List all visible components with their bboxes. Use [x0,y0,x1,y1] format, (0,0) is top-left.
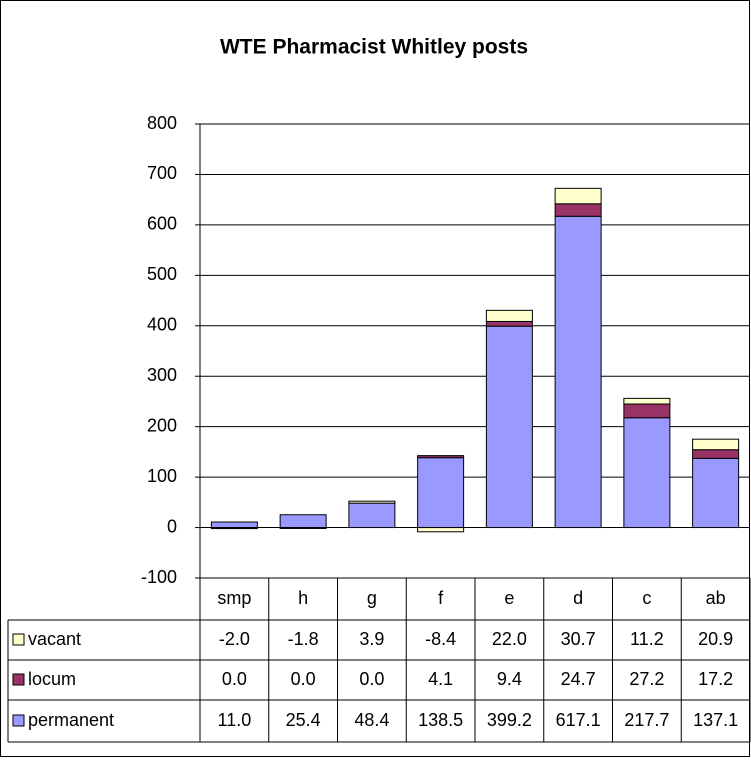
y-tick-label: 200 [147,415,177,435]
legend-label: permanent [28,710,114,730]
table-value: 0.0 [291,669,316,689]
bar-segment [348,500,396,504]
legend-swatch [12,633,25,646]
y-tick-label: 100 [147,466,177,486]
y-tick-label: -100 [141,567,177,587]
table-value: 25.4 [286,710,321,730]
table-value: 22.0 [492,629,527,649]
table-value: 11.0 [218,710,252,730]
legend-swatch [12,714,25,727]
x-tick-label: e [504,588,514,608]
y-tick-label: 300 [147,365,177,385]
table-value: 138.5 [418,710,463,730]
x-tick-label: h [298,588,308,608]
bar-segment [279,527,327,529]
table-value: 3.9 [359,629,384,649]
bar-segment [623,397,671,405]
bar-segment [485,320,533,327]
legend-swatch [12,673,25,686]
bar-segment [417,457,465,529]
table-value: 20.9 [698,629,733,649]
table-value: 217.7 [624,710,669,730]
table-value: 617.1 [556,710,601,730]
bar-segment [692,457,740,529]
legend-label: locum [28,669,76,689]
legend-label: vacant [28,629,81,649]
bar-segment [485,325,533,529]
bar-segment [417,527,465,533]
table-value: 48.4 [354,710,389,730]
x-tick-label: c [642,588,651,608]
table-value: -8.4 [425,629,456,649]
bar-segment [623,417,671,529]
y-tick-label: 600 [147,214,177,234]
table-value: 17.2 [698,669,733,689]
bar-segment [210,521,258,529]
x-tick-label: f [438,588,444,608]
bar-segment [692,449,740,459]
x-tick-label: d [573,588,583,608]
table-value: -2.0 [219,629,250,649]
table-value: 399.2 [487,710,532,730]
bar-segment [554,187,602,205]
bar-segment [623,403,671,419]
table-value: 0.0 [359,669,384,689]
bar-segment [417,455,465,459]
table-value: 24.7 [561,669,596,689]
y-tick-label: 500 [147,264,177,284]
x-tick-label: g [367,588,377,608]
y-tick-label: 0 [167,516,177,536]
table-value: 0.0 [222,669,247,689]
chart-title: WTE Pharmacist Whitley posts [220,36,528,59]
y-tick-label: 800 [147,113,177,133]
table-value: 11.2 [630,629,664,649]
bar-segment [485,309,533,322]
x-tick-label: smp [217,588,251,608]
table-value: 4.1 [428,669,453,689]
table-value: 30.7 [561,629,596,649]
bar-segment [554,203,602,217]
x-tick-label: ab [706,588,726,608]
bar-segment [348,502,396,529]
y-tick-label: 700 [147,163,177,183]
bar-segment [279,514,327,529]
table-value: 27.2 [629,669,664,689]
bar-segment [692,438,740,451]
table-value: 9.4 [497,669,522,689]
bar-segment [210,527,258,530]
table-value: 137.1 [693,710,738,730]
table-value: -1.8 [288,629,319,649]
bar-segment [554,215,602,529]
y-tick-label: 400 [147,315,177,335]
